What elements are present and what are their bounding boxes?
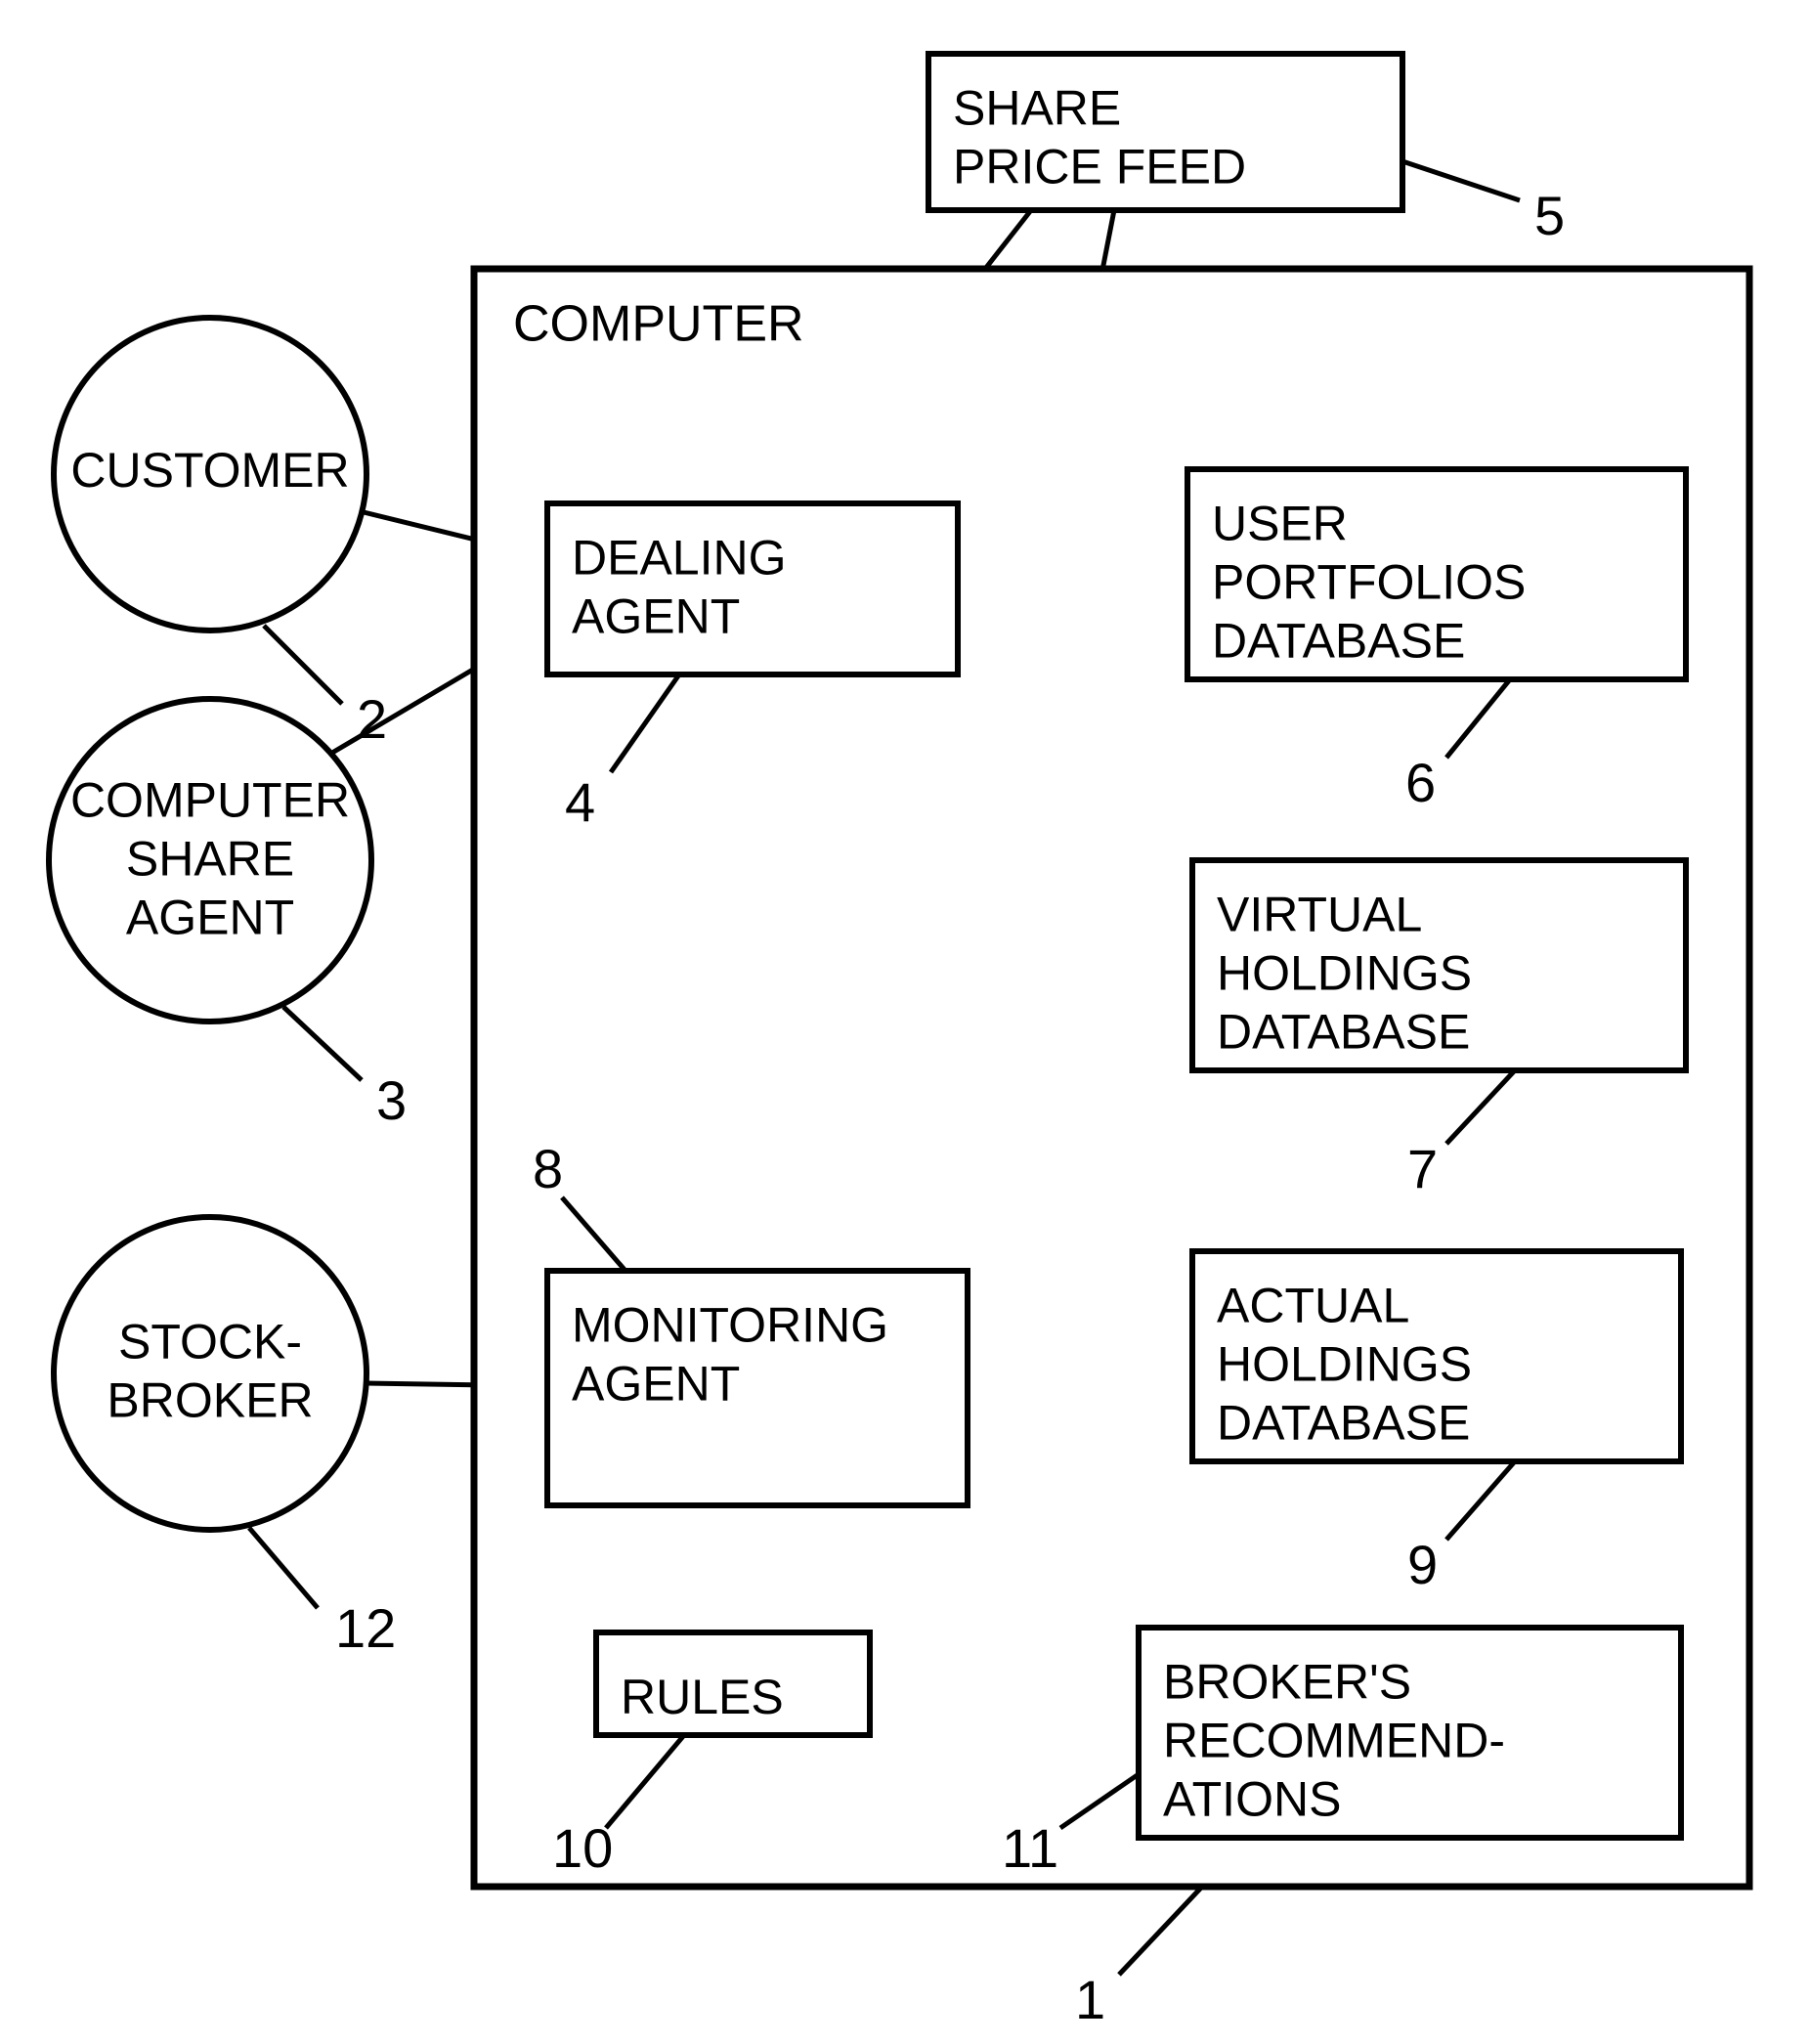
- svg-text:12: 12: [335, 1597, 396, 1659]
- svg-text:SHARE: SHARE: [953, 81, 1121, 136]
- svg-text:AGENT: AGENT: [126, 891, 294, 945]
- svg-text:BROKER'S: BROKER'S: [1163, 1655, 1411, 1710]
- svg-text:6: 6: [1405, 752, 1436, 813]
- svg-text:RULES: RULES: [621, 1670, 784, 1724]
- svg-text:BROKER: BROKER: [107, 1372, 313, 1427]
- svg-text:RECOMMEND-: RECOMMEND-: [1163, 1714, 1505, 1768]
- svg-text:11: 11: [1002, 1817, 1058, 1879]
- svg-text:PORTFOLIOS: PORTFOLIOS: [1212, 555, 1526, 610]
- svg-text:HOLDINGS: HOLDINGS: [1217, 1337, 1472, 1392]
- svg-text:2: 2: [357, 688, 387, 750]
- svg-text:PRICE FEED: PRICE FEED: [953, 140, 1246, 195]
- svg-text:5: 5: [1534, 185, 1565, 246]
- svg-text:HOLDINGS: HOLDINGS: [1217, 946, 1472, 1001]
- svg-text:10: 10: [552, 1817, 613, 1879]
- svg-text:7: 7: [1407, 1138, 1438, 1199]
- svg-text:DATABASE: DATABASE: [1217, 1396, 1470, 1451]
- svg-text:SHARE: SHARE: [126, 832, 294, 887]
- svg-text:AGENT: AGENT: [572, 1357, 740, 1412]
- svg-text:8: 8: [533, 1138, 563, 1199]
- svg-text:DEALING: DEALING: [572, 531, 787, 586]
- svg-text:USER: USER: [1212, 497, 1348, 551]
- svg-text:CUSTOMER: CUSTOMER: [70, 443, 349, 498]
- svg-text:ACTUAL: ACTUAL: [1217, 1279, 1409, 1333]
- svg-text:MONITORING: MONITORING: [572, 1298, 888, 1353]
- svg-text:ATIONS: ATIONS: [1163, 1772, 1341, 1827]
- svg-text:COMPUTER: COMPUTER: [513, 296, 804, 353]
- svg-text:VIRTUAL: VIRTUAL: [1217, 888, 1422, 942]
- svg-text:DATABASE: DATABASE: [1217, 1005, 1470, 1060]
- svg-text:1: 1: [1075, 1969, 1105, 2030]
- svg-text:3: 3: [376, 1069, 407, 1131]
- svg-text:9: 9: [1407, 1534, 1438, 1595]
- svg-text:4: 4: [565, 771, 595, 833]
- svg-text:AGENT: AGENT: [572, 589, 740, 644]
- svg-text:STOCK-: STOCK-: [118, 1314, 302, 1369]
- svg-text:DATABASE: DATABASE: [1212, 614, 1465, 669]
- svg-text:COMPUTER: COMPUTER: [70, 773, 350, 828]
